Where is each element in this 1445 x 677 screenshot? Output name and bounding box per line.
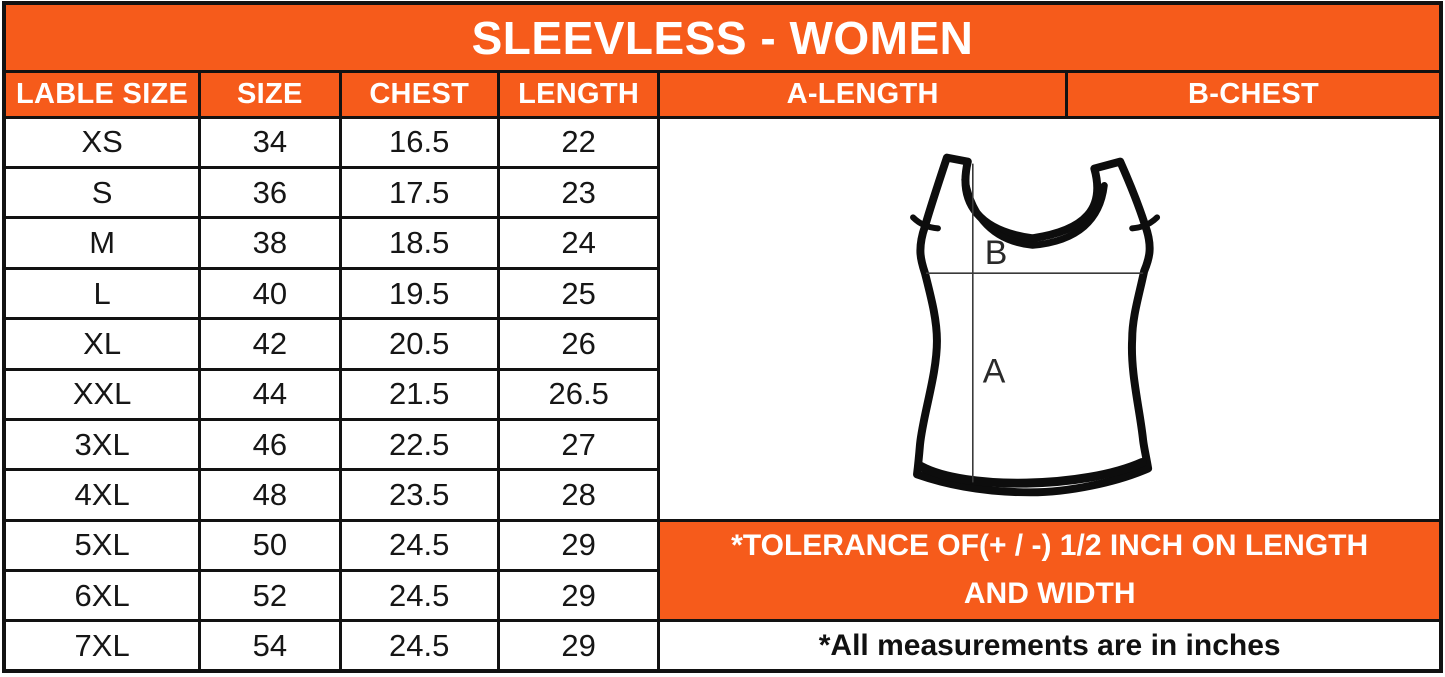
table-cell: 48 xyxy=(198,468,342,522)
table-cell: 34 xyxy=(198,115,342,170)
length-marker-label: A xyxy=(982,352,1005,390)
table-cell: 16.5 xyxy=(338,115,500,170)
table-cell: 42 xyxy=(198,317,342,371)
table-row: S 36 17.5 23 xyxy=(2,166,1441,220)
table-row: M 38 18.5 24 xyxy=(2,216,1441,270)
table-cell: M xyxy=(2,216,202,270)
table-row: XL 42 20.5 26 xyxy=(2,317,1441,371)
table-cell: 22.5 xyxy=(338,417,500,472)
tolerance-note: *TOLERANCE OF(+ / -) 1/2 INCH ON LENGTH … xyxy=(657,518,1443,623)
hem-stitch-line xyxy=(916,457,1147,488)
table-cell: 25 xyxy=(496,266,661,321)
chart-title: SLEEVLESS - WOMEN xyxy=(2,1,1443,74)
col-header-a-length: A-LENGTH xyxy=(657,70,1069,119)
table-cell: 18.5 xyxy=(338,216,500,270)
table-cell: 7XL xyxy=(2,619,202,673)
table-row: 3XL 46 22.5 27 xyxy=(2,417,1441,472)
table-cell: 26.5 xyxy=(496,367,661,421)
table-cell: XXL xyxy=(2,367,202,421)
col-header-lable-size: LABLE SIZE xyxy=(2,70,202,119)
table-row: L 40 19.5 25 xyxy=(2,266,1441,321)
table-cell: 4XL xyxy=(2,468,202,522)
table-row: XXL 44 21.5 26.5 xyxy=(2,367,1441,421)
table-cell: 27 xyxy=(496,417,661,472)
table-cell: 5XL xyxy=(2,518,202,572)
table-cell: 21.5 xyxy=(338,367,500,421)
col-header-size: SIZE xyxy=(198,70,342,119)
table-row: 7XL 54 24.5 29 *All measurements are in … xyxy=(2,619,1443,673)
table-cell: 40 xyxy=(198,266,342,321)
table-cell: 38 xyxy=(198,216,342,270)
table-cell: 52 xyxy=(198,568,342,623)
table-row: 6XL 52 24.5 29 xyxy=(2,568,1441,623)
table-row: 4XL 48 23.5 28 xyxy=(2,468,1441,522)
table-cell: 36 xyxy=(198,166,342,220)
table-cell: 50 xyxy=(198,518,342,572)
col-header-chest: CHEST xyxy=(338,70,500,119)
table-cell: 29 xyxy=(496,518,661,572)
table-cell: 24.5 xyxy=(338,518,500,572)
col-header-length: LENGTH xyxy=(496,70,661,119)
neckline-inner-curve xyxy=(961,175,1108,249)
table-cell: 22 xyxy=(496,115,661,170)
table-cell: L xyxy=(2,266,202,321)
left-underarm-notch xyxy=(909,214,941,232)
table-cell: 23.5 xyxy=(338,468,500,522)
table-cell: 44 xyxy=(198,367,342,421)
right-underarm-notch xyxy=(1128,214,1160,232)
tank-top-outline xyxy=(912,153,1154,496)
table-cell: 29 xyxy=(496,568,661,623)
tolerance-note-line2: AND WIDTH xyxy=(963,577,1136,611)
table-cell: 17.5 xyxy=(338,166,500,220)
table-cell: 24.5 xyxy=(338,568,500,623)
table-cell: XS xyxy=(2,115,202,170)
units-note: *All measurements are in inches xyxy=(657,619,1443,673)
tank-top-illustration: B A xyxy=(909,153,1160,496)
table-cell: 24 xyxy=(496,216,661,270)
tolerance-note-line1: *TOLERANCE OF(+ / -) 1/2 INCH ON LENGTH xyxy=(731,529,1369,563)
chest-marker-label: B xyxy=(984,234,1007,272)
table-cell: 54 xyxy=(198,619,342,673)
measurement-diagram-cell: B A xyxy=(657,115,1443,522)
table-cell: 23 xyxy=(496,166,661,220)
table-cell: 3XL xyxy=(2,417,202,472)
table-cell: XL xyxy=(2,317,202,371)
table-row: XS 34 16.5 22 xyxy=(2,115,1443,522)
table-cell: 6XL xyxy=(2,568,202,623)
table-cell: 29 xyxy=(496,619,661,673)
table-row: 5XL 50 24.5 29 *TOLERANCE OF(+ / -) 1/2 … xyxy=(2,518,1443,623)
table-cell: 20.5 xyxy=(338,317,500,371)
table-cell: 46 xyxy=(198,417,342,472)
table-cell: 19.5 xyxy=(338,266,500,321)
table-cell: S xyxy=(2,166,202,220)
table-cell: 26 xyxy=(496,317,661,371)
table-cell: 28 xyxy=(496,468,661,522)
col-header-b-chest: B-CHEST xyxy=(1065,70,1443,119)
table-cell: 24.5 xyxy=(338,619,500,673)
